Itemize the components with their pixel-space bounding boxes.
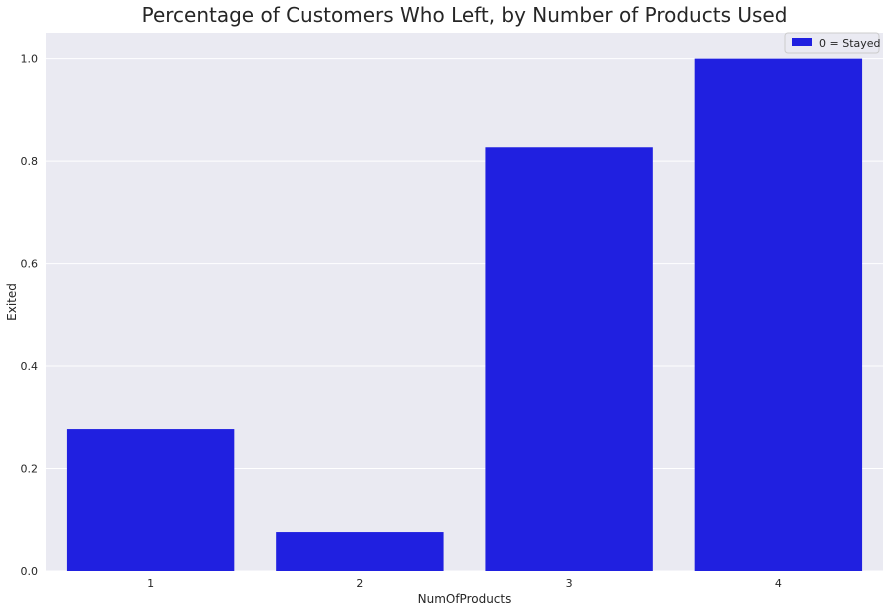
- x-tick-label: 4: [775, 577, 782, 590]
- x-tick-label: 3: [566, 577, 573, 590]
- bar-4: [694, 58, 863, 572]
- y-tick-label: 0.2: [21, 463, 39, 476]
- legend-label: 0 = Stayed: [819, 37, 881, 50]
- bar-1: [66, 429, 235, 571]
- legend-swatch: [792, 38, 812, 46]
- y-tick-label: 0.4: [21, 360, 39, 373]
- y-tick-label: 0.8: [21, 155, 39, 168]
- y-tick-label: 1.0: [21, 53, 39, 66]
- y-axis-label: Exited: [5, 283, 19, 321]
- x-tick-label: 1: [147, 577, 154, 590]
- x-axis-ticks: 1 2 3 4: [147, 577, 782, 590]
- y-tick-label: 0.0: [21, 565, 39, 578]
- bar-3: [485, 147, 653, 571]
- y-tick-label: 0.6: [21, 258, 39, 271]
- bar-2: [276, 532, 444, 571]
- x-tick-label: 2: [356, 577, 363, 590]
- bars: [66, 58, 863, 572]
- chart-title: Percentage of Customers Who Left, by Num…: [142, 3, 788, 27]
- legend: 0 = Stayed: [784, 32, 881, 54]
- x-axis-label: NumOfProducts: [418, 592, 512, 606]
- y-axis-ticks: 0.0 0.2 0.4 0.6 0.8 1.0: [21, 53, 39, 578]
